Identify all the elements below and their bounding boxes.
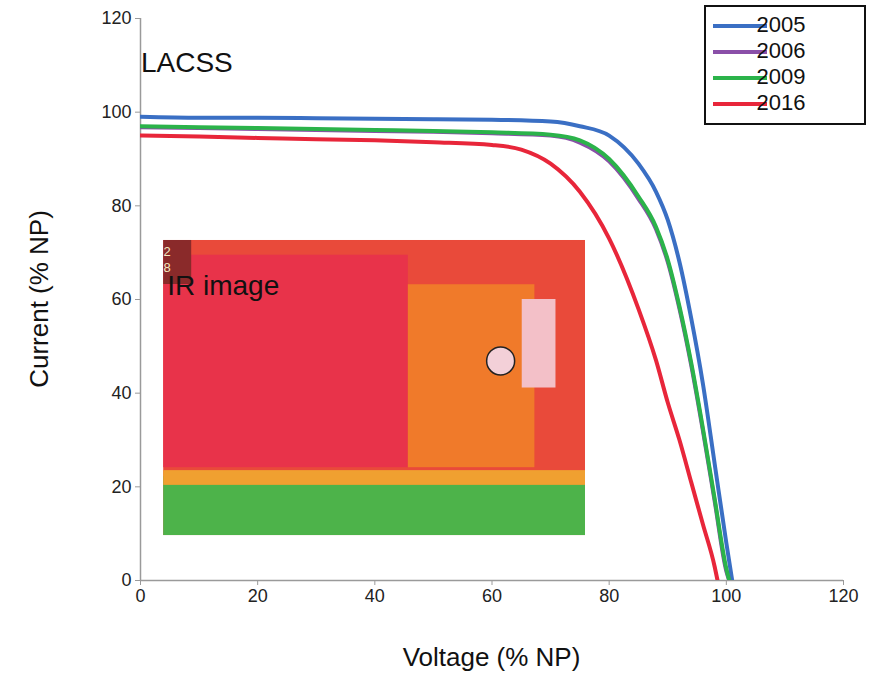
svg-text:IR image: IR image [167, 270, 279, 301]
svg-text:80: 80 [111, 196, 131, 216]
svg-text:2006: 2006 [757, 38, 806, 63]
svg-text:Current (% NP): Current (% NP) [24, 210, 54, 388]
svg-text:120: 120 [101, 8, 131, 28]
svg-text:8: 8 [163, 260, 171, 275]
svg-text:2009: 2009 [757, 64, 806, 89]
svg-text:2: 2 [164, 244, 171, 259]
svg-text:20: 20 [111, 477, 131, 497]
svg-text:LACSS: LACSS [141, 47, 233, 78]
svg-text:60: 60 [111, 289, 131, 309]
svg-text:2005: 2005 [757, 12, 806, 37]
svg-text:100: 100 [711, 586, 741, 606]
svg-text:Voltage (% NP): Voltage (% NP) [403, 642, 581, 672]
svg-text:0: 0 [121, 570, 131, 590]
svg-text:40: 40 [111, 383, 131, 403]
svg-text:120: 120 [828, 586, 858, 606]
svg-text:20: 20 [248, 586, 268, 606]
svg-text:0: 0 [135, 586, 145, 606]
svg-text:2016: 2016 [757, 90, 806, 115]
svg-text:40: 40 [365, 586, 385, 606]
svg-text:100: 100 [101, 102, 131, 122]
svg-text:80: 80 [599, 586, 619, 606]
svg-text:60: 60 [482, 586, 502, 606]
